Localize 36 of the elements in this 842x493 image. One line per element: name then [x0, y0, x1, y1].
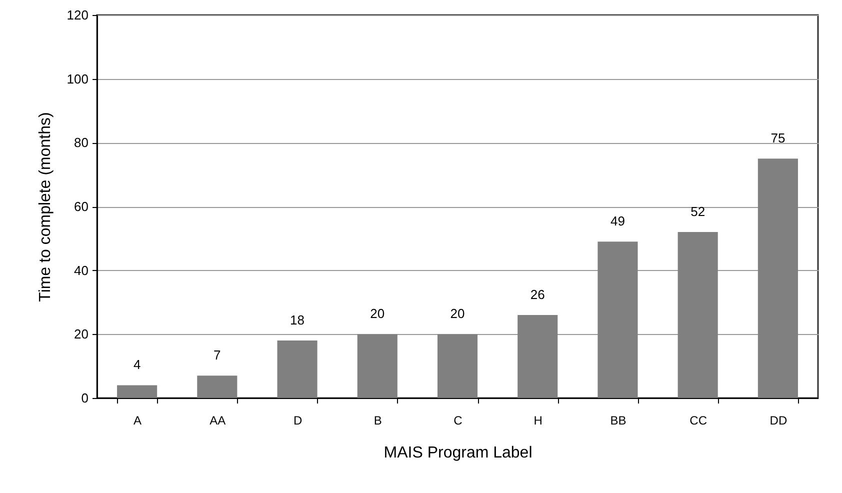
x-axis-title: MAIS Program Label	[384, 444, 532, 462]
data-label: 20	[370, 306, 385, 322]
bar	[277, 340, 318, 398]
bar	[437, 334, 478, 398]
x-tick-label: CC	[690, 414, 708, 428]
y-tick-label: 0	[81, 390, 88, 406]
bar	[598, 242, 638, 398]
x-tick-label: B	[374, 414, 382, 428]
data-label: 26	[530, 287, 545, 302]
x-tick-label: H	[534, 414, 542, 428]
data-label: 49	[610, 214, 625, 229]
bar	[357, 334, 398, 398]
x-tick-label: D	[293, 414, 302, 428]
data-label: 52	[690, 204, 706, 220]
y-tick-label: 80	[74, 135, 88, 150]
x-tick-label: DD	[770, 414, 788, 428]
bar	[518, 315, 558, 398]
x-tick-label: A	[134, 414, 142, 428]
bar	[678, 232, 718, 398]
y-tick-label: 60	[74, 199, 88, 214]
x-tick-label: C	[454, 414, 463, 428]
y-tick-label: 40	[74, 262, 88, 278]
y-tick-label: 100	[66, 71, 88, 86]
data-label: 4	[133, 357, 141, 372]
data-label: 20	[450, 306, 465, 322]
y-tick-label: 20	[74, 326, 88, 342]
data-label: 7	[214, 348, 221, 363]
data-label: 75	[770, 130, 786, 146]
y-tick-label: 120	[66, 8, 88, 22]
x-tick-label: AA	[210, 414, 226, 428]
x-tick-label: BB	[610, 414, 626, 428]
data-label: 18	[290, 312, 305, 328]
y-axis-title: Time to complete (months)	[36, 112, 54, 302]
bar	[197, 376, 238, 398]
bar	[758, 158, 798, 398]
bar	[117, 385, 158, 398]
